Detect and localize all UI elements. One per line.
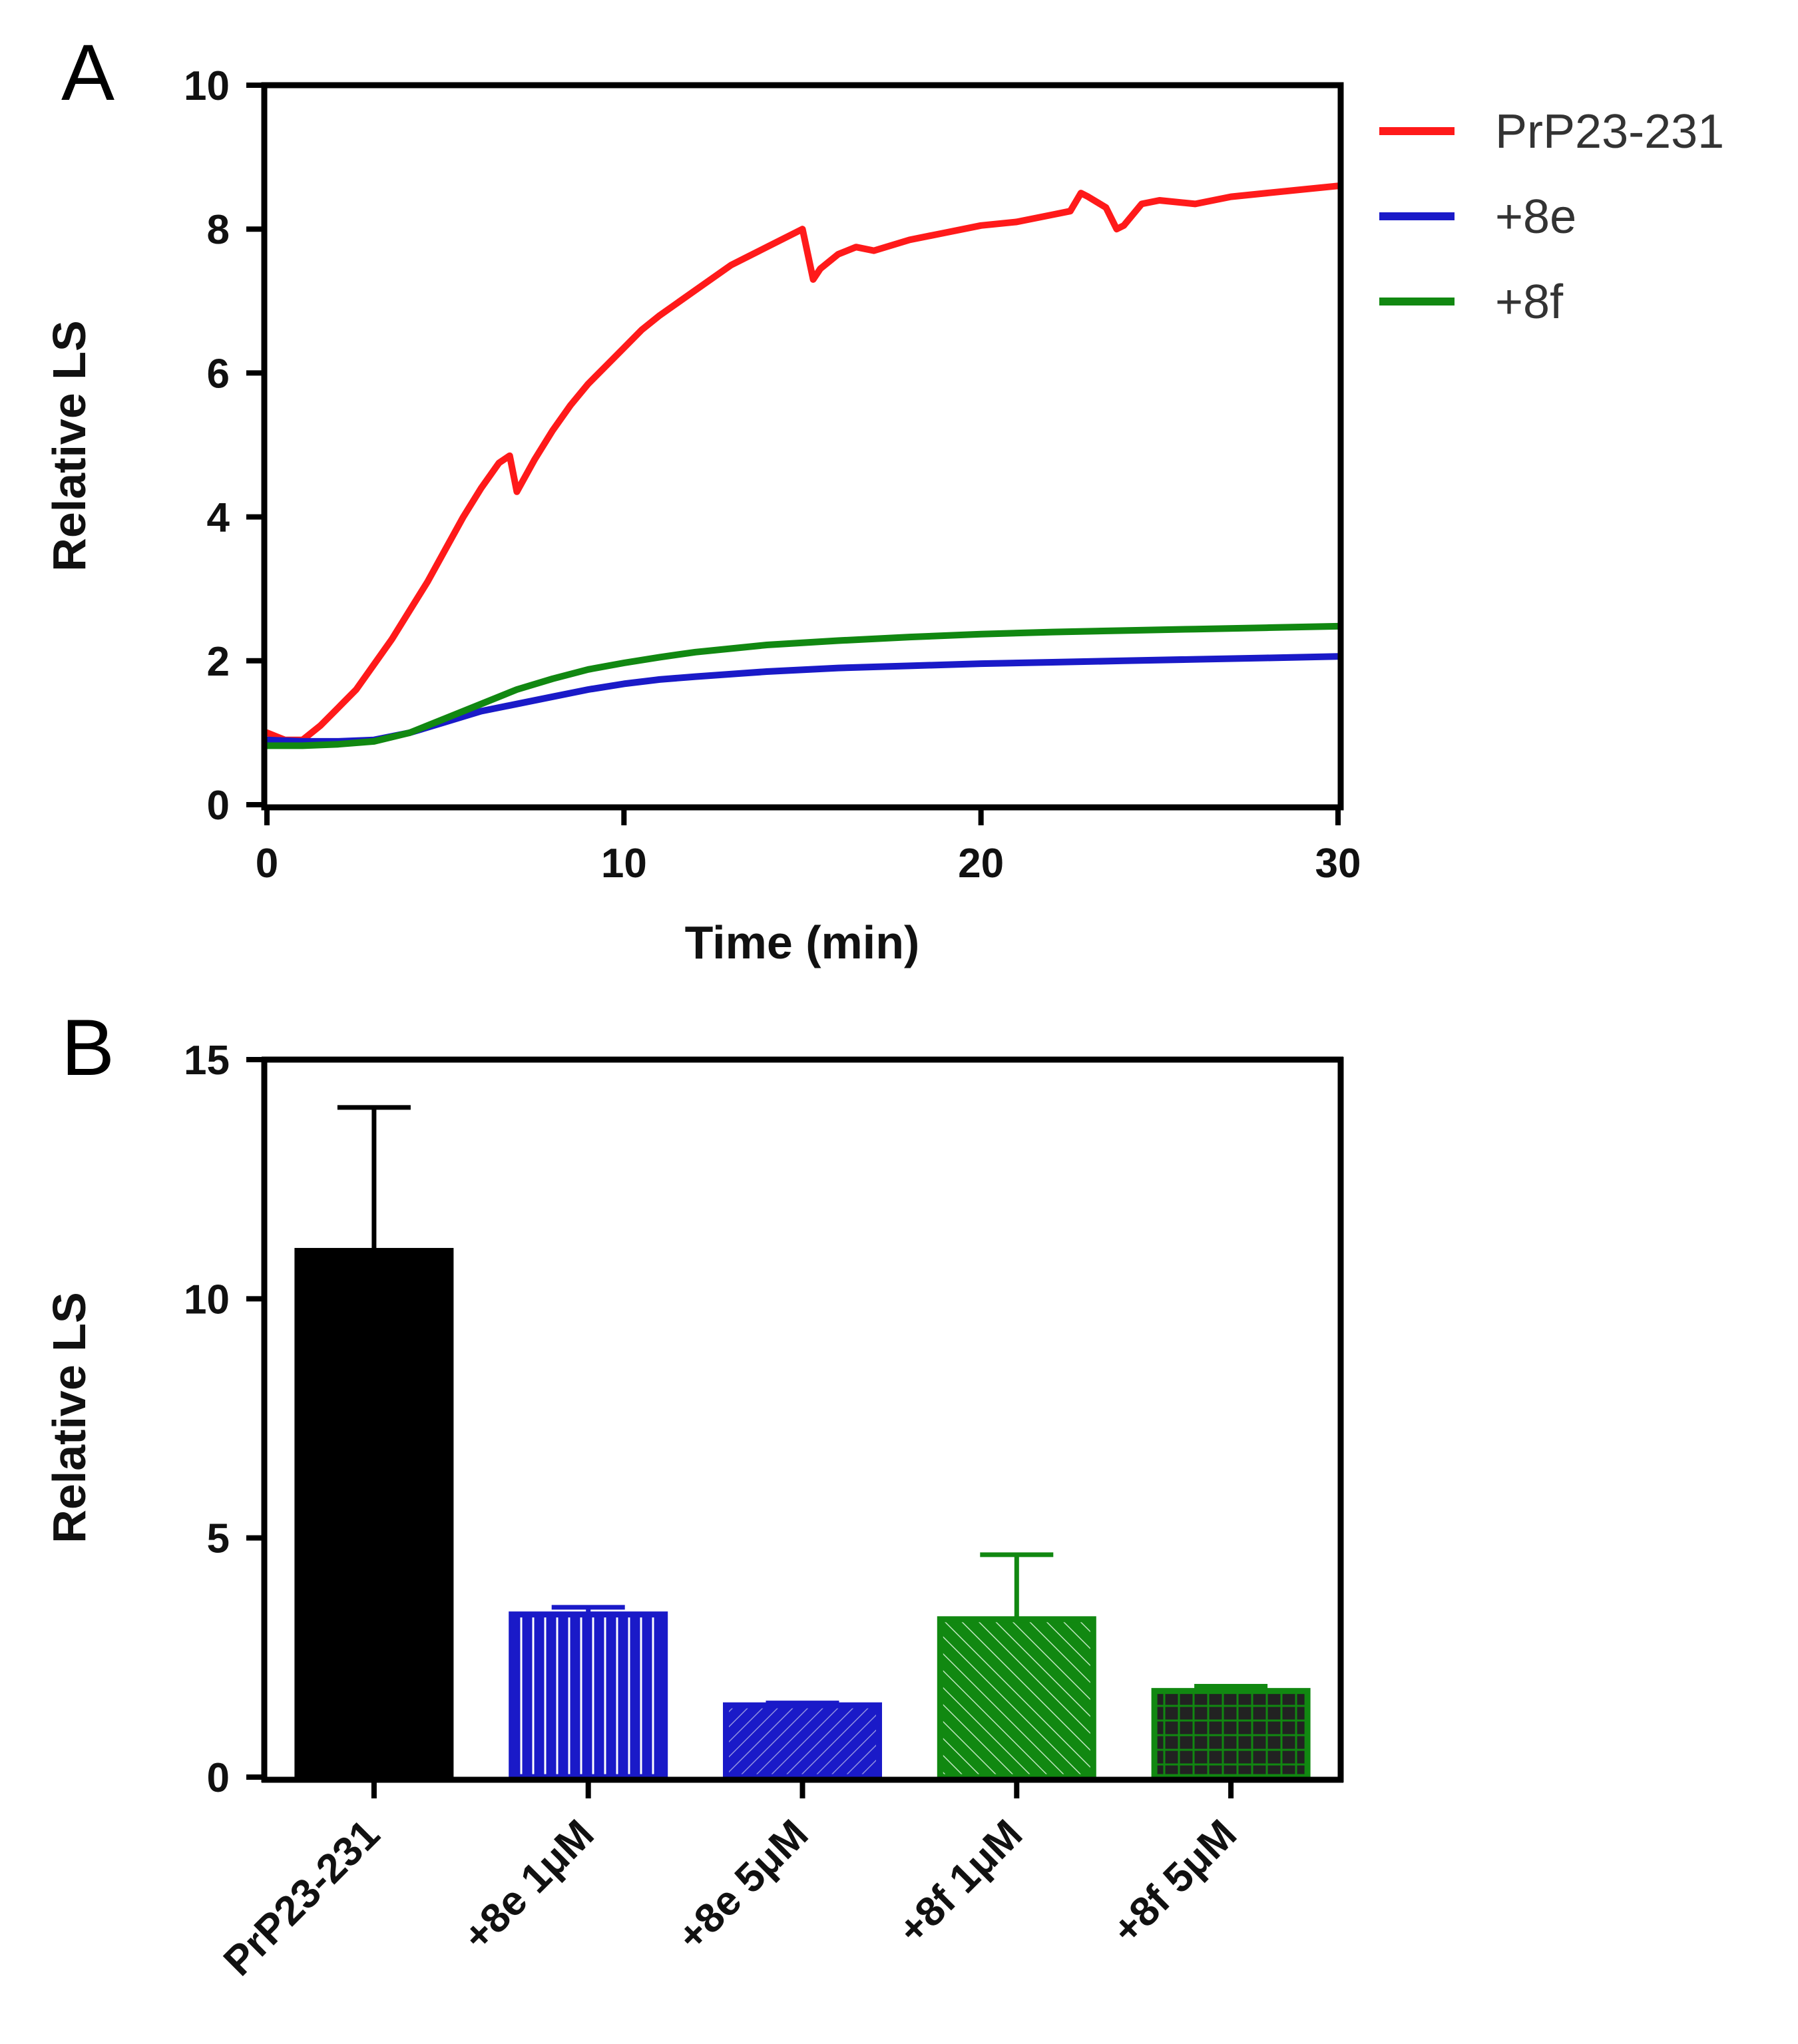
y-tick-label-b: 5 <box>207 1516 230 1562</box>
y-tick-label-b: 0 <box>207 1755 230 1801</box>
series-line-2 <box>264 622 1341 749</box>
category-label: +8f 5μM <box>1104 1811 1245 1953</box>
legend-label-1: +8e <box>1495 190 1576 244</box>
x-tick-label: 20 <box>958 841 1004 887</box>
x-axis-label: Time (min) <box>685 917 920 968</box>
panel-label-b: B <box>61 1003 114 1092</box>
y-tick-label: 6 <box>207 351 230 397</box>
category-label: +8e 5μM <box>668 1811 817 1959</box>
y-tick-label: 4 <box>207 495 230 541</box>
line-series-group <box>264 182 1341 749</box>
plot-frame-a <box>261 82 1344 811</box>
y-tick-label-b: 10 <box>184 1277 230 1323</box>
y-tick-label: 2 <box>207 639 230 685</box>
y-axis-label: Relative LS <box>43 320 95 571</box>
line-chart-panel-a: 0 10 20 30 0 2 4 6 8 10 Time (min) Relative LS P… <box>43 63 1724 968</box>
category-ticks: PrP23-231 +8e 1μM +8e 5μM +8f 1μM +8f 5μM <box>215 1780 1245 1985</box>
x-tick-label: 10 <box>601 841 647 887</box>
category-label: +8e 1μM <box>455 1811 603 1959</box>
y-tick-label: 8 <box>207 207 230 253</box>
panel-label-a: A <box>61 28 114 117</box>
category-label: PrP23-231 <box>215 1811 389 1985</box>
y-tick-label: 0 <box>207 783 230 829</box>
x-tick-label: 0 <box>256 841 278 887</box>
y-tick-label-b: 15 <box>184 1038 230 1084</box>
y-axis-ticks: 0 2 4 6 8 10 <box>184 63 264 829</box>
y-axis-label-b: Relative LS <box>43 1292 95 1543</box>
bar-2 <box>723 1702 882 1780</box>
x-tick-label: 30 <box>1315 841 1361 887</box>
legend-label-0: PrP23-231 <box>1495 105 1724 158</box>
bar-0 <box>294 1247 454 1780</box>
legend: PrP23-231 +8e +8f <box>1379 105 1724 329</box>
y-tick-label: 10 <box>184 63 230 109</box>
category-label: +8f 1μM <box>889 1811 1031 1953</box>
bar-4 <box>1151 1688 1311 1780</box>
bar-3 <box>937 1616 1096 1780</box>
y-axis-ticks-b: 0 5 10 15 <box>184 1038 264 1801</box>
bar-chart-panel-b: 0 5 10 15 PrP23-231 +8e 1μM +8e 5μM +8f 1μM +8f… <box>43 1038 1344 1985</box>
series-line-0 <box>264 182 1341 743</box>
legend-label-2: +8f <box>1495 276 1564 329</box>
bar-1 <box>509 1611 668 1780</box>
x-axis-ticks: 0 10 20 30 <box>256 807 1361 887</box>
bar-group <box>294 1105 1311 1780</box>
